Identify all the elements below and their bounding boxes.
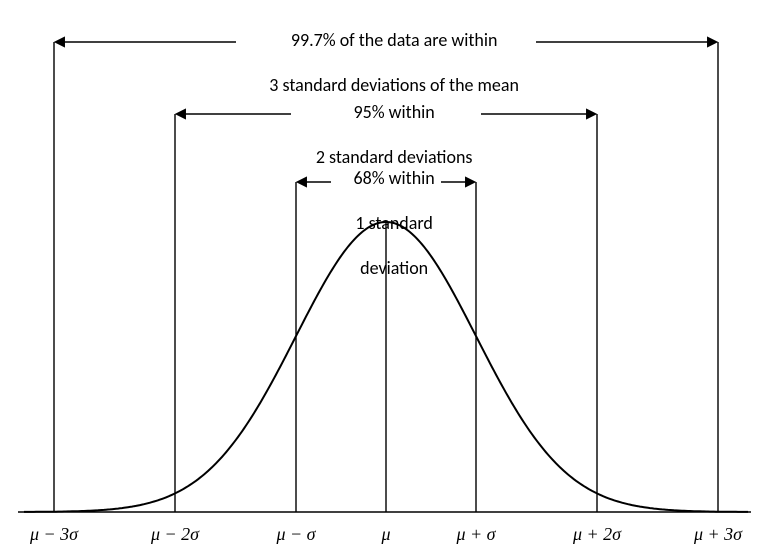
axis-tick-plus1: μ + σ — [426, 524, 526, 545]
empirical-rule-diagram: 99.7% of the data are within 3 standard … — [0, 0, 769, 558]
label-one-sigma: 68% within 1 standard deviation — [0, 144, 769, 302]
label-one-sigma-line3: deviation — [360, 257, 428, 279]
label-three-sigma-line1: 99.7% of the data are within — [291, 29, 498, 51]
label-one-sigma-line2: 1 standard — [355, 212, 432, 234]
axis-tick-minus1: μ − σ — [246, 524, 346, 545]
axis-tick-plus2: μ + 2σ — [547, 524, 647, 545]
axis-tick-minus2: μ − 2σ — [125, 524, 225, 545]
axis-tick-mean: μ — [336, 524, 436, 545]
label-one-sigma-line1: 68% within — [354, 167, 435, 189]
axis-tick-plus3: μ + 3σ — [668, 524, 768, 545]
axis-tick-minus3: μ − 3σ — [4, 524, 104, 545]
label-two-sigma-line1: 95% within — [354, 101, 435, 123]
